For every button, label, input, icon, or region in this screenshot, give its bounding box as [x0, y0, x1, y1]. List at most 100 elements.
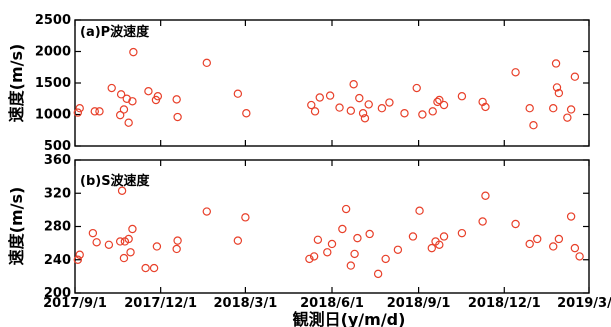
data-point — [575, 252, 584, 261]
y-tick-label: 2000 — [35, 45, 71, 60]
data-point — [124, 118, 133, 127]
data-point — [360, 114, 370, 123]
data-point — [566, 105, 576, 114]
data-point — [552, 83, 562, 92]
y-tick-label: 360 — [44, 153, 71, 168]
p-wave-y-axis-title: 速度(m/s) — [7, 44, 26, 123]
data-point — [88, 228, 98, 238]
data-point — [400, 109, 409, 118]
y-tick-label: 1000 — [35, 108, 71, 123]
y-tick-label: 200 — [44, 286, 71, 301]
data-point — [75, 103, 84, 113]
x-tick-label: 2019/3/1 — [557, 296, 611, 311]
y-tick-label: 280 — [44, 220, 71, 235]
p-wave-panel: (a)P波速度 500 1000 1500 2000 2500 速度(m/s) — [7, 13, 590, 154]
x-tick-label: 2018/6/1 — [300, 296, 364, 311]
data-point — [427, 243, 436, 253]
data-point — [153, 92, 163, 101]
data-point — [428, 107, 437, 116]
data-point — [323, 248, 332, 257]
data-point — [172, 244, 181, 254]
p-wave-plot-frame — [74, 19, 590, 147]
y-tick-label: 1500 — [35, 76, 71, 91]
x-tick-label: 2017/12/1 — [124, 296, 197, 311]
data-point — [115, 237, 125, 246]
data-point — [117, 186, 127, 195]
data-point — [173, 236, 182, 245]
data-point — [350, 249, 359, 259]
data-point — [435, 95, 444, 105]
data-point — [313, 235, 323, 244]
data-point — [104, 240, 114, 249]
data-point — [433, 97, 442, 107]
data-point — [570, 243, 580, 253]
data-point — [457, 92, 467, 101]
data-point — [435, 240, 444, 249]
data-point — [364, 100, 373, 109]
data-point — [75, 250, 84, 259]
data-point — [549, 103, 558, 113]
data-point — [415, 206, 424, 215]
data-point — [338, 224, 347, 234]
y-tick-label: 500 — [44, 139, 71, 154]
data-point — [358, 109, 368, 118]
data-point — [551, 59, 561, 68]
s-wave-panel: (b)S波速度 200 240 280 320 360 2017/9/1 2017/12/… — [7, 153, 611, 327]
data-point — [554, 88, 564, 98]
data-point — [242, 109, 251, 118]
x-tick-labels: 2017/9/1 2017/12/1 2018/3/1 2018/6/1 2018/9/… — [43, 296, 611, 311]
data-point — [457, 228, 467, 238]
data-point — [353, 233, 362, 243]
data-point — [570, 72, 580, 81]
data-point — [202, 207, 211, 216]
data-point — [128, 224, 137, 234]
data-point — [439, 100, 449, 110]
y-tick-label: 2500 — [35, 13, 71, 28]
data-point — [335, 103, 344, 112]
data-point — [73, 255, 83, 264]
s-wave-plot-frame — [74, 159, 590, 294]
x-tick-label: 2017/9/1 — [43, 296, 107, 311]
data-point — [325, 91, 335, 100]
data-point — [305, 254, 314, 264]
data-point — [124, 234, 133, 244]
data-point — [418, 110, 427, 119]
data-point — [412, 83, 421, 93]
data-point — [119, 253, 129, 263]
x-axis-title: 観測日(y/m/d) — [293, 310, 406, 327]
data-point — [373, 269, 383, 279]
data-point — [346, 261, 356, 270]
data-point — [341, 204, 351, 214]
data-point — [202, 58, 211, 68]
data-point — [107, 83, 116, 93]
data-point — [525, 239, 534, 249]
data-point — [152, 242, 162, 251]
data-point — [549, 242, 558, 251]
data-point — [563, 113, 572, 122]
p-wave-y-axis: 500 1000 1500 2000 2500 — [35, 13, 589, 154]
data-point — [126, 248, 135, 257]
data-point — [116, 90, 126, 99]
y-tick-label: 320 — [44, 186, 71, 201]
data-point — [95, 107, 104, 116]
data-point — [525, 103, 534, 113]
data-point — [173, 112, 182, 122]
data-point — [172, 95, 181, 104]
p-wave-points — [73, 47, 580, 130]
data-point — [309, 252, 319, 261]
data-point — [307, 100, 316, 110]
data-point — [377, 103, 387, 113]
data-point — [566, 212, 576, 221]
data-point — [90, 107, 99, 116]
data-point — [481, 191, 490, 200]
data-point — [149, 263, 159, 273]
data-point — [529, 121, 538, 130]
data-point — [393, 245, 403, 254]
data-point — [408, 232, 418, 241]
p-wave-x-ticks — [74, 20, 590, 146]
data-point — [73, 108, 83, 117]
x-tick-label: 2018/3/1 — [214, 296, 278, 311]
s-wave-points — [73, 186, 584, 279]
data-point — [511, 219, 520, 229]
data-point — [554, 234, 564, 244]
